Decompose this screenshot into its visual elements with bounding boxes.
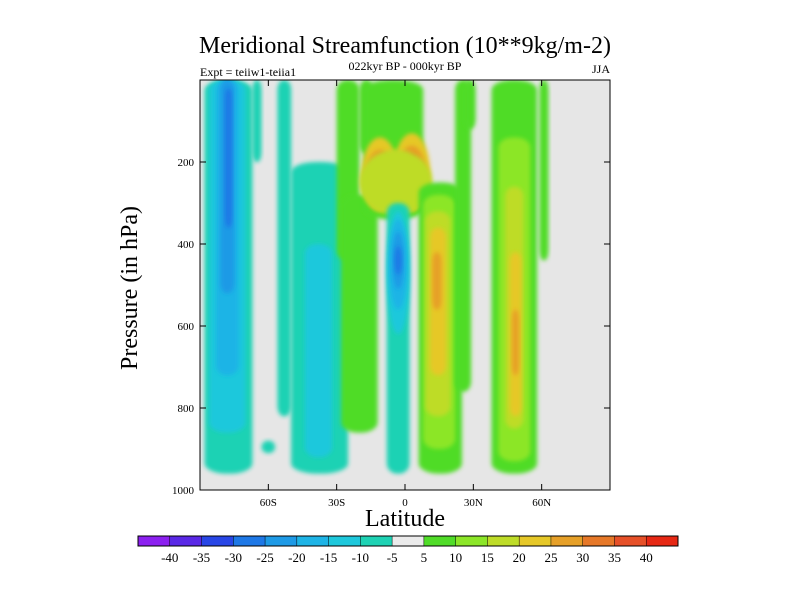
colorbar-label: -35 <box>193 550 210 565</box>
colorbar-box <box>265 536 298 546</box>
colorbar-box <box>169 536 203 546</box>
colorbar-label: -20 <box>288 550 305 565</box>
colorbar-label: 25 <box>544 550 557 565</box>
pos-nh-hl-strip <box>539 80 549 261</box>
colorbar-label: 5 <box>421 550 428 565</box>
colorbar-label: -5 <box>387 550 398 565</box>
colorbar-label: 20 <box>513 550 526 565</box>
colorbar-box <box>614 536 647 546</box>
pos-nh-strip <box>455 80 472 392</box>
colorbar-box <box>138 536 171 546</box>
colorbar-label: 40 <box>640 550 653 565</box>
contour-field <box>204 80 549 474</box>
colorbar-box <box>360 536 393 546</box>
pos-nh-trop-core <box>432 252 442 310</box>
pos-arch-mid <box>359 149 433 216</box>
colorbar-box <box>519 536 552 546</box>
pos-nh-upper-fleck <box>464 80 476 130</box>
colorbar-label: -15 <box>320 550 337 565</box>
neg-band-sh-peak <box>225 88 232 228</box>
colorbar-label: 10 <box>449 550 462 565</box>
colorbar-box <box>550 536 584 546</box>
y-axis: 200 400 600 800 1000 <box>172 157 610 497</box>
x-axis: 60S 30S 0 30N 60N <box>260 80 551 509</box>
colorbar-box <box>423 536 457 546</box>
colorbar-box <box>455 536 488 546</box>
pos-band-south-lower <box>341 194 378 433</box>
neg-strip-sh <box>252 80 262 162</box>
pos-nh-mid-core <box>512 309 519 376</box>
colorbar-box <box>328 536 361 546</box>
colorbar-frame <box>137 535 679 547</box>
x-tick-label: 0 <box>402 497 408 509</box>
colorbar-label: -25 <box>256 550 273 565</box>
colorbar-box <box>582 536 615 546</box>
chart-subtitle-center: 022kyr BP - 000kyr BP <box>349 59 462 73</box>
y-tick-label: 200 <box>178 157 195 169</box>
y-tick-label: 800 <box>178 403 195 415</box>
colorbar-box <box>392 536 425 546</box>
colorbar-box <box>646 536 679 546</box>
x-axis-label: Latitude <box>365 506 445 532</box>
y-tick-label: 1000 <box>172 485 195 497</box>
colorbar: -40 -35 -30 -25 -20 -15 -10 -5 5 10 15 20 25 30 35 40 <box>137 535 679 565</box>
colorbar-label: 30 <box>576 550 589 565</box>
x-tick-label: 60N <box>532 497 551 509</box>
x-tick-label: 30N <box>464 497 483 509</box>
chart-title: Meridional Streamfunction (10**9kg/m-2) <box>199 33 611 59</box>
neg-fleck <box>261 440 276 454</box>
neg-band-subtropics-inner <box>304 244 333 458</box>
neg-strip-sh-2 <box>277 80 292 417</box>
y-tick-label: 600 <box>178 321 195 333</box>
x-tick-label: 30S <box>328 497 345 509</box>
y-axis-label: Pressure (in hPa) <box>117 206 143 370</box>
y-tick-label: 400 <box>178 239 195 251</box>
colorbar-label: -40 <box>161 550 178 565</box>
chart-subtitle-left: Expt = teiiw1-teiia1 <box>200 65 296 79</box>
colorbar-box <box>296 536 330 546</box>
neg-eq-peak <box>394 246 402 275</box>
colorbar-box <box>201 536 234 546</box>
colorbar-label: -10 <box>352 550 369 565</box>
colorbar-box <box>487 536 520 546</box>
colorbar-label: -30 <box>225 550 242 565</box>
chart-subtitle-right: JJA <box>592 62 610 76</box>
colorbar-label: 15 <box>481 550 494 565</box>
colorbar-label: 35 <box>608 550 621 565</box>
colorbar-box <box>233 536 266 546</box>
x-tick-label: 60S <box>260 497 277 509</box>
